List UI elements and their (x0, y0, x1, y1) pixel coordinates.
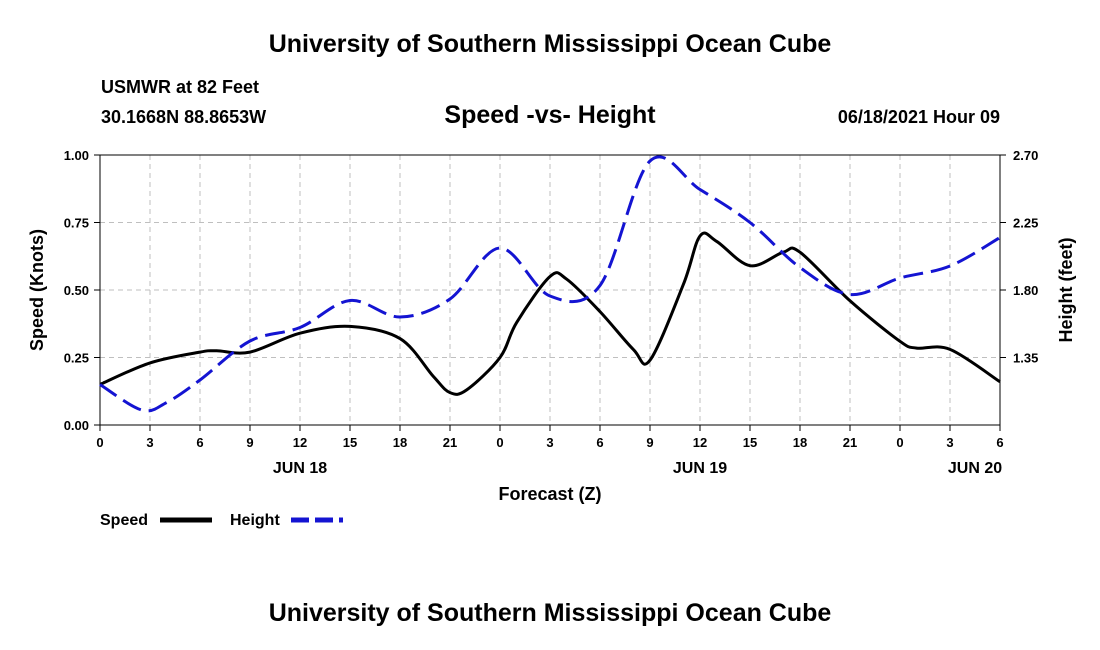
y-right-tick-label: 1.80 (1013, 283, 1038, 298)
x-tick-label: 3 (146, 435, 153, 450)
x-tick-label: 12 (293, 435, 307, 450)
chart-subtitle: Speed -vs- Height (444, 101, 656, 129)
grid-layer (100, 154, 1000, 425)
x-tick-label: 9 (246, 435, 253, 450)
x-tick-label: 0 (496, 435, 503, 450)
y-left-tick-label: 1.00 (64, 148, 89, 163)
x-day-label: JUN 20 (948, 460, 1002, 477)
x-day-label: JUN 19 (673, 460, 727, 477)
speed-series-line (99, 231, 1001, 396)
legend-speed-label: Speed (100, 512, 148, 529)
coordinates-label: 30.1668N 88.8653W (101, 107, 267, 127)
y-left-tick-label: 0.75 (64, 216, 89, 231)
series-layer (99, 155, 1001, 413)
x-tick-label: 3 (546, 435, 553, 450)
y-right-tick-label: 1.35 (1013, 351, 1038, 366)
chart-title-top: University of Southern Mississippi Ocean… (268, 30, 832, 58)
chart-title-bottom: University of Southern Mississippi Ocean… (268, 599, 832, 627)
x-axis-label: Forecast (Z) (498, 484, 601, 504)
y-left-tick-label: 0.50 (64, 283, 89, 298)
y-left-tick-label: 0.00 (64, 418, 89, 433)
x-tick-label: 6 (996, 435, 1003, 450)
x-tick-label: 0 (96, 435, 103, 450)
x-tick-label: 18 (393, 435, 407, 450)
x-tick-label: 18 (793, 435, 807, 450)
legend: Speed Height (100, 512, 343, 529)
y-right-tick-label: 2.70 (1013, 148, 1038, 163)
height-series-line (99, 155, 1001, 413)
x-tick-label: 21 (443, 435, 457, 450)
y-axis-label-left: Speed (Knots) (27, 229, 47, 351)
x-tick-label: 21 (843, 435, 857, 450)
x-tick-label: 15 (743, 435, 757, 450)
x-tick-label: 0 (896, 435, 903, 450)
x-tick-label: 3 (946, 435, 953, 450)
y-right-tick-label: 2.25 (1013, 216, 1038, 231)
axis-layer: 0 3 6 9 12 15 18 21 0 3 6 9 12 15 18 21 0 3 6 0.00 0.25 0.50 0… (64, 148, 1039, 477)
station-label: USMWR at 82 Feet (101, 77, 260, 97)
legend-height-label: Height (230, 512, 280, 529)
x-tick-label: 9 (646, 435, 653, 450)
x-tick-label: 6 (596, 435, 603, 450)
forecast-datetime: 06/18/2021 Hour 09 (837, 107, 1000, 127)
x-tick-label: 6 (196, 435, 203, 450)
x-day-label: JUN 18 (273, 460, 327, 477)
x-tick-label: 15 (343, 435, 357, 450)
x-tick-label: 12 (693, 435, 707, 450)
y-axis-label-right: Height (feet) (1056, 238, 1076, 343)
y-left-tick-label: 0.25 (64, 351, 89, 366)
